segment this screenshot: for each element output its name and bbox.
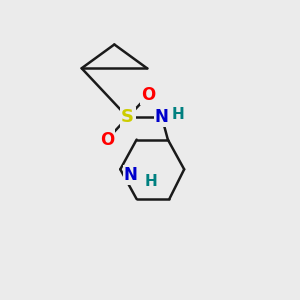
Text: N: N [124, 166, 138, 184]
Text: O: O [100, 130, 114, 148]
Text: H: H [172, 107, 184, 122]
Text: N: N [155, 108, 169, 126]
Text: O: O [141, 86, 156, 104]
Text: S: S [121, 108, 134, 126]
Text: H: H [145, 174, 158, 189]
